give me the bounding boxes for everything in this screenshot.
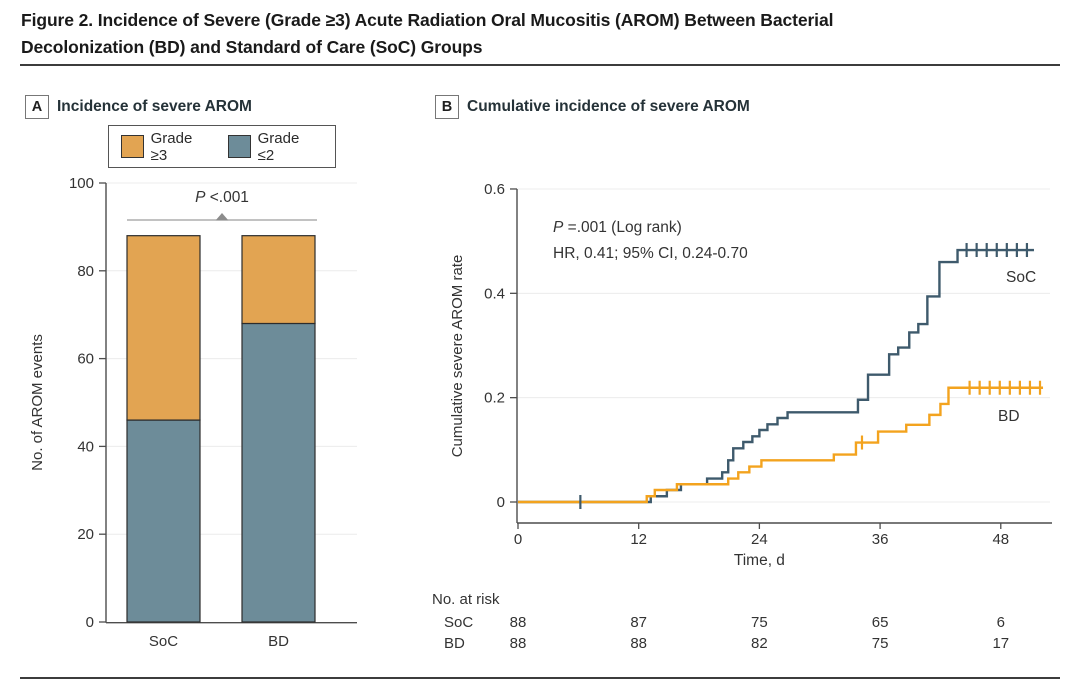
top-rule [20, 64, 1060, 66]
curve-label-soc: SoC [1006, 269, 1036, 286]
km-curve-bd [518, 386, 1044, 504]
y-tick-label: 60 [77, 351, 94, 368]
curve-label-bd: BD [998, 408, 1020, 425]
panel-b-hr-line: HR, 0.41; 95% CI, 0.24-0.70 [553, 244, 748, 262]
risk-value-soc-36: 65 [871, 614, 889, 631]
bottom-rule [20, 677, 1060, 679]
panel-a-legend: Grade ≥3 Grade ≤2 [108, 125, 336, 168]
panel-b-km-chart: 0 0.2 0.4 0.6 0 12 24 36 48 Time, d Cumulative sev… [449, 181, 1052, 569]
km-curve-soc [518, 248, 1034, 504]
panel-b-label-box: B [435, 95, 459, 119]
legend-item-grade-le2: Grade ≤2 [228, 130, 319, 164]
y-tick-label: 40 [77, 438, 94, 455]
y-tick-label: 0 [497, 494, 505, 511]
risk-value-soc-0: 88 [509, 614, 527, 631]
grade-le2-label: Grade ≤2 [257, 129, 300, 164]
y-axis-title: Cumulative severe AROM rate [449, 255, 466, 458]
risk-table-header: No. at risk [432, 591, 500, 608]
risk-row-label-bd: BD [444, 635, 465, 652]
y-tick-label: 0.2 [484, 390, 505, 407]
y-tick-label: 100 [69, 175, 94, 192]
y-tick-label: 0.4 [484, 285, 505, 302]
x-tick-label: 0 [514, 531, 522, 548]
risk-value-bd-48: 17 [992, 635, 1010, 652]
x-tick-label: 12 [630, 531, 647, 548]
y-tick-label: 20 [77, 526, 94, 543]
panel-a-pvalue-rest: <.001 [205, 189, 249, 206]
x-tick-label: 36 [872, 531, 889, 548]
y-tick-label: 80 [77, 263, 94, 280]
panel-a-pvalue: P <.001 [127, 189, 317, 207]
bar-segment-grade-ge3 [241, 235, 316, 325]
legend-item-grade-ge3: Grade ≥3 [121, 130, 212, 164]
risk-value-bd-0: 88 [509, 635, 527, 652]
x-tick-label: 48 [992, 531, 1009, 548]
risk-value-soc-12: 87 [630, 614, 648, 631]
x-tick-label: 24 [751, 531, 768, 548]
x-category-label: SoC [149, 633, 178, 650]
figure-title-line2: Decolonization (BD) and Standard of Care… [21, 36, 483, 57]
risk-value-soc-48: 6 [996, 614, 1005, 631]
grade-ge3-label: Grade ≥3 [150, 129, 193, 164]
panel-b-annotation: P =.001 (Log rank) HR, 0.41; 95% CI, 0.2… [553, 215, 748, 266]
panel-a-bar-chart: 0 20 40 60 80 100 SoC BD No. of AROM events [29, 175, 357, 650]
panel-b-letter: B [441, 99, 453, 115]
bracket-triangle [215, 213, 229, 221]
figure-title: Figure 2. Incidence of Severe (Grade ≥3)… [21, 7, 1033, 60]
bar-segment-grade-le2 [126, 419, 201, 623]
figure-title-line1: Figure 2. Incidence of Severe (Grade ≥3)… [21, 10, 834, 30]
bar-segment-grade-ge3 [126, 235, 201, 421]
panel-a-title: Incidence of severe AROM [57, 98, 252, 115]
y-tick-label: 0.6 [484, 181, 505, 198]
risk-value-bd-12: 88 [630, 635, 648, 652]
panel-a-pvalue-p: P [195, 189, 206, 206]
x-category-label: BD [268, 633, 289, 650]
panel-a-letter: A [31, 99, 43, 115]
bar-segment-grade-le2 [241, 322, 316, 623]
risk-value-soc-24: 75 [751, 614, 768, 631]
panel-b-pvalue-rest: =.001 (Log rank) [563, 219, 682, 236]
risk-row-label-soc: SoC [444, 614, 474, 631]
x-axis-title: Time, d [734, 552, 785, 569]
y-axis-title: No. of AROM events [29, 334, 46, 471]
panel-a-label-box: A [25, 95, 49, 119]
grade-le2-swatch [228, 135, 251, 158]
panel-b-title: Cumulative incidence of severe AROM [467, 98, 750, 115]
panel-b-pvalue-line: P =.001 (Log rank) [553, 215, 748, 241]
y-tick-label: 0 [86, 614, 94, 631]
risk-value-bd-36: 75 [871, 635, 889, 652]
panel-b-pvalue-p: P [553, 219, 564, 236]
risk-value-bd-24: 82 [751, 635, 768, 652]
grade-ge3-swatch [121, 135, 144, 158]
